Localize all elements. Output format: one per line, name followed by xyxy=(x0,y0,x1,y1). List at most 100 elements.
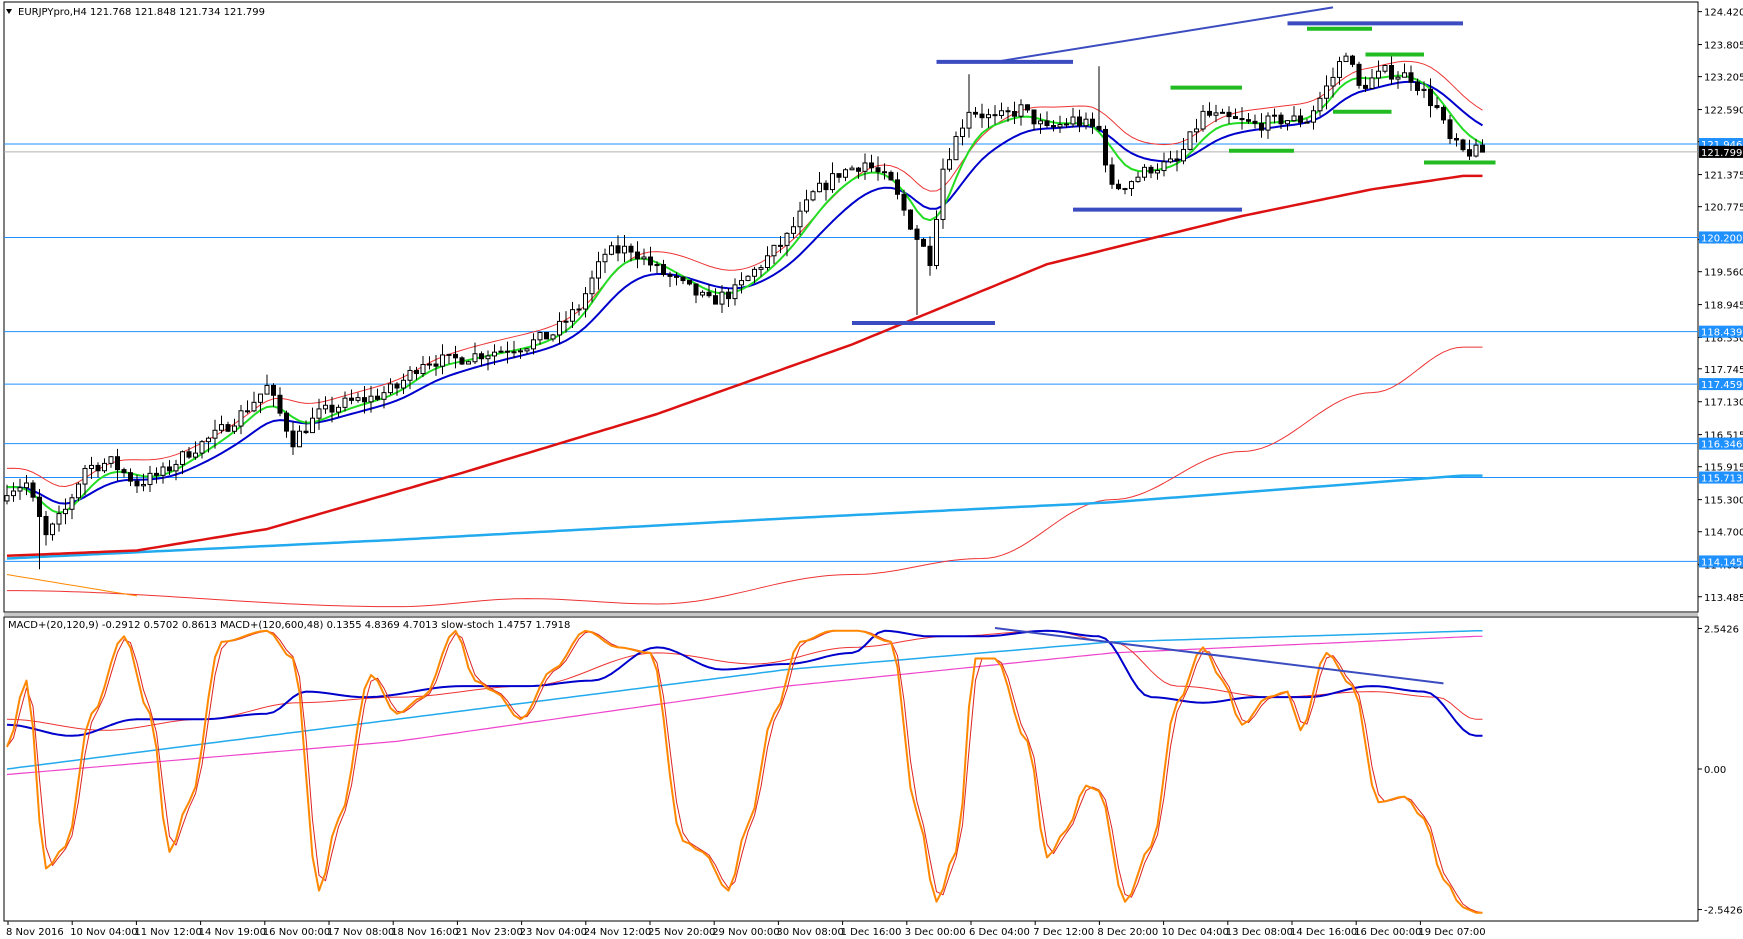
candle-body xyxy=(1259,122,1264,131)
candle-body xyxy=(960,127,965,138)
candle-body xyxy=(147,472,153,485)
x-tick-label: 21 Nov 23:00 xyxy=(455,927,522,938)
candle-body xyxy=(888,171,894,181)
candle-body xyxy=(89,464,94,469)
candle-body xyxy=(1376,70,1381,79)
candle-body xyxy=(986,114,991,119)
candle-body xyxy=(765,255,770,269)
candle-body xyxy=(349,397,354,401)
candle-body xyxy=(947,159,952,170)
candle-body xyxy=(940,168,946,220)
candle-body xyxy=(1226,111,1232,118)
candle-body xyxy=(440,354,445,367)
x-tick-label: 8 Dec 20:00 xyxy=(1097,927,1158,938)
candle-body xyxy=(1122,188,1128,191)
x-tick-label: 10 Nov 04:00 xyxy=(70,927,137,938)
candle-body xyxy=(4,495,10,502)
candle-body xyxy=(420,363,426,375)
candle-body xyxy=(1421,88,1427,91)
candle-body xyxy=(271,384,276,396)
candle-body xyxy=(1200,110,1206,130)
long-signal-line xyxy=(6,635,1483,776)
candle-body xyxy=(1116,183,1121,190)
candle-body xyxy=(199,441,205,454)
candle-body xyxy=(492,351,497,357)
candle-body xyxy=(739,280,744,286)
candle-body xyxy=(30,482,36,498)
candle-body xyxy=(732,284,738,300)
candle-body xyxy=(745,275,751,282)
x-tick-label: 30 Nov 08:00 xyxy=(776,927,843,938)
candle-body xyxy=(388,383,393,394)
candle-body xyxy=(284,412,289,432)
candle-body xyxy=(589,277,595,295)
candle-body xyxy=(238,410,244,427)
candle-body xyxy=(914,228,920,240)
level-label: 121.946 xyxy=(1701,140,1742,151)
candle-body xyxy=(414,369,419,375)
candle-body xyxy=(1382,64,1388,72)
candle-body xyxy=(141,483,146,487)
candle-body xyxy=(69,497,75,510)
candle-body xyxy=(134,480,140,487)
y-tick-label: 118.330 xyxy=(1704,334,1743,345)
indicator-tick-label: 2.5426 xyxy=(1704,624,1739,635)
axes: 124.420123.805123.205122.590121.990121.3… xyxy=(6,8,1743,938)
candle-body xyxy=(505,350,510,353)
level-label-box xyxy=(1699,555,1743,568)
indicator-trendline xyxy=(994,627,1444,685)
candle-body xyxy=(1142,166,1147,178)
candle-body xyxy=(609,245,614,255)
candle-body xyxy=(342,397,348,408)
candle-body xyxy=(700,291,705,296)
candle-body xyxy=(1265,115,1271,131)
candle-body xyxy=(1038,120,1043,125)
x-tick-label: 16 Dec 00:00 xyxy=(1354,927,1421,938)
candle-body xyxy=(277,394,283,414)
panel-separator xyxy=(4,613,1698,616)
x-tick-label: 24 Nov 12:00 xyxy=(584,927,651,938)
candle-body xyxy=(264,384,270,395)
candle-body xyxy=(1233,116,1238,119)
candle-body xyxy=(576,308,582,311)
candle-body xyxy=(401,379,406,389)
candle-body xyxy=(953,136,959,161)
candle-body xyxy=(290,430,296,448)
candle-body xyxy=(797,210,803,228)
candle-body xyxy=(693,283,699,296)
candle-body xyxy=(362,397,367,403)
candle-body xyxy=(511,351,517,354)
candle-body xyxy=(17,487,23,492)
x-tick-label: 11 Nov 12:00 xyxy=(134,927,201,938)
candle-body xyxy=(882,171,887,174)
candle-body xyxy=(1135,176,1141,183)
candle-body xyxy=(24,482,29,489)
candle-body xyxy=(1031,109,1037,125)
candle-body xyxy=(1181,148,1186,162)
candle-body xyxy=(407,369,413,381)
y-tick-label: 115.915 xyxy=(1704,463,1743,474)
dropdown-triangle-icon[interactable] xyxy=(6,9,12,14)
candle-body xyxy=(1285,120,1290,125)
candle-body xyxy=(1090,118,1095,127)
candle-body xyxy=(1070,116,1076,125)
candle-body xyxy=(1005,110,1011,113)
candle-body xyxy=(563,320,569,323)
ema-red-thin-low-line xyxy=(7,346,1483,608)
candle-body xyxy=(427,363,432,366)
x-tick-label: 14 Nov 19:00 xyxy=(199,927,266,938)
candle-body xyxy=(518,350,523,353)
candle-body xyxy=(206,437,211,443)
y-tick-label: 120.775 xyxy=(1704,203,1743,214)
candle-body xyxy=(1077,116,1082,127)
candle-body xyxy=(336,406,341,413)
candle-body xyxy=(680,276,686,282)
y-tick-label: 122.590 xyxy=(1704,106,1743,117)
candle-body xyxy=(115,456,120,471)
candle-body xyxy=(375,395,380,400)
candle-body xyxy=(1291,115,1297,122)
candle-body xyxy=(674,275,679,278)
candle-body xyxy=(1454,137,1459,141)
